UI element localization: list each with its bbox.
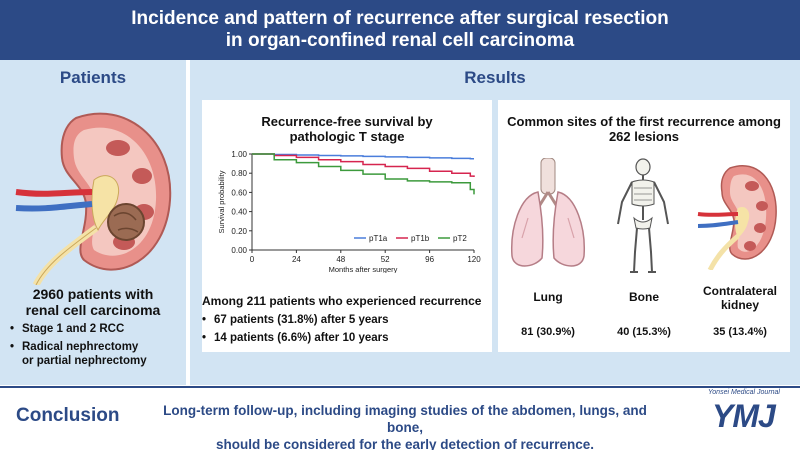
site-label-kidney-line1: Contralateral xyxy=(702,284,778,298)
results-panel: Results Recurrence-free survival by path… xyxy=(190,60,800,385)
chart-title-line2: pathologic T stage xyxy=(289,129,405,144)
conclusion-text: Long-term follow-up, including imaging s… xyxy=(150,402,660,450)
site-label-kidney-line2: kidney xyxy=(720,298,759,312)
journal-logo: YMJ xyxy=(712,398,776,434)
survival-chart: 0.00 0.20 0.40 0.60 0.80 1.00 0 24 48 52 96 120 Mont… xyxy=(217,150,481,273)
x-tick-label: 0 xyxy=(250,255,255,264)
sites-title: Common sites of the first recurrence amo… xyxy=(498,114,790,144)
y-tick-label: 0.60 xyxy=(231,188,247,197)
title-line-2: in organ-confined renal cell carcinoma xyxy=(225,30,575,51)
site-label-kidney: Contralateral kidney xyxy=(690,284,790,312)
legend-label-pT2: pT2 xyxy=(453,234,467,243)
patients-bullets: Stage 1 and 2 RCC Radical nephrectomy or… xyxy=(10,322,186,368)
site-value-bone: 40 (15.3%) xyxy=(617,326,671,338)
site-value-lung: 81 (30.9%) xyxy=(521,326,575,338)
y-tick-label: 0.00 xyxy=(231,246,247,255)
x-tick-label: 48 xyxy=(336,255,345,264)
results-title: Results xyxy=(464,68,526,87)
series-line-pT2 xyxy=(252,153,475,195)
legend-label-pT1a: pT1a xyxy=(369,234,388,243)
patients-title: Patients xyxy=(59,68,127,87)
contralateral-kidney-icon xyxy=(697,165,777,270)
site-value-kidney: 35 (13.4%) xyxy=(713,326,767,338)
recurrence-item: 67 patients (31.8%) after 5 years xyxy=(202,313,502,327)
x-tick-label: 24 xyxy=(292,255,301,264)
survival-chart-card: Recurrence-free survival by pathologic T… xyxy=(202,100,492,352)
chart-title-line1: Recurrence-free survival by xyxy=(261,114,433,129)
patients-count-line2: renal cell carcinoma xyxy=(25,302,161,318)
patients-count-line1: 2960 patients with xyxy=(32,286,154,302)
site-label-bone: Bone xyxy=(629,290,659,304)
patients-bullet: Stage 1 and 2 RCC xyxy=(10,322,186,336)
recurrence-sites-card: Common sites of the first recurrence amo… xyxy=(498,100,790,352)
patients-bullet-continuation: or partial nephrectomy xyxy=(22,355,147,367)
recurrence-title: Among 211 patients who experienced recur… xyxy=(202,294,482,308)
y-tick-label: 0.40 xyxy=(231,208,247,217)
chart-title: Recurrence-free survival by pathologic T… xyxy=(202,114,492,144)
lungs-icon xyxy=(511,158,585,267)
legend-label-pT1b: pT1b xyxy=(411,234,430,243)
y-tick-label: 0.20 xyxy=(231,227,247,236)
kidney-illustration xyxy=(15,112,172,285)
header-banner: Incidence and pattern of recurrence afte… xyxy=(0,0,800,60)
conclusion-line1: Long-term follow-up, including imaging s… xyxy=(163,403,647,435)
y-tick-label: 0.80 xyxy=(231,169,247,178)
y-tick-label: 1.00 xyxy=(231,150,247,159)
recurrence-item: 14 patients (6.6%) after 10 years xyxy=(202,331,502,345)
x-tick-label: 52 xyxy=(381,255,390,264)
patients-bullet: Radical nephrectomy xyxy=(10,340,186,354)
footer-divider xyxy=(0,386,800,388)
sites-title-line1: Common sites of the first recurrence amo… xyxy=(507,114,781,129)
y-axis-label: Survival probability xyxy=(217,170,226,233)
x-axis-label: Months after surgery xyxy=(329,265,398,273)
recurrence-list: 67 patients (31.8%) after 5 years 14 pat… xyxy=(202,313,502,349)
conclusion-label: Conclusion xyxy=(16,405,120,426)
x-tick-label: 96 xyxy=(425,255,434,264)
sites-title-line2: 262 lesions xyxy=(608,129,680,144)
series-line-pT1b xyxy=(252,153,475,178)
skeleton-icon xyxy=(617,158,669,273)
patients-count: 2960 patients with renal cell carcinoma xyxy=(0,286,186,318)
site-label-lung: Lung xyxy=(533,290,563,304)
x-tick-label: 120 xyxy=(467,255,481,264)
patients-panel: Patients 2960 patients with renal cell c… xyxy=(0,60,186,385)
journal-name: Yonsei Medical Journal xyxy=(708,389,780,396)
title-line-1: Incidence and pattern of recurrence afte… xyxy=(131,8,669,29)
conclusion-line2: should be considered for the early detec… xyxy=(215,437,595,450)
